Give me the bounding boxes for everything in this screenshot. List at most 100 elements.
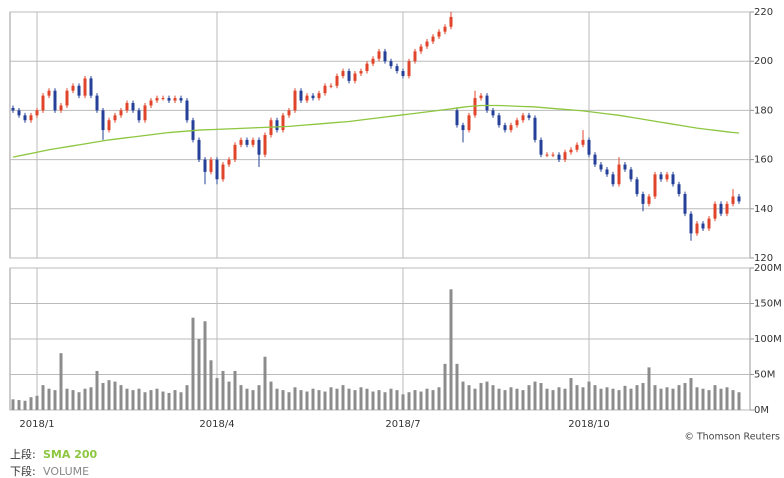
candle-body — [155, 98, 159, 101]
volume-bar — [635, 385, 639, 410]
y-tick-label: 120 — [754, 253, 773, 264]
candle-body — [527, 115, 531, 118]
volume-bar — [629, 388, 633, 410]
volume-bar — [473, 388, 477, 410]
candle-body — [53, 90, 57, 111]
candle-body — [275, 120, 279, 131]
volume-bar — [161, 391, 165, 410]
candle-body — [653, 174, 657, 197]
candle-body — [731, 196, 735, 204]
volume-bar — [647, 367, 651, 410]
candle-body — [635, 179, 639, 195]
candle-body — [167, 98, 171, 101]
volume-bar — [257, 385, 261, 410]
volume-bar — [167, 392, 171, 410]
volume-bar — [245, 388, 249, 410]
candle-body — [425, 41, 429, 47]
candle-body — [317, 93, 321, 99]
upper-label: 上段: — [10, 447, 36, 461]
volume-bar — [599, 388, 603, 410]
volume-bar — [299, 390, 303, 410]
volume-bar — [443, 363, 447, 410]
candle-body — [107, 120, 111, 131]
volume-bar — [293, 387, 297, 410]
volume-bar — [77, 392, 81, 410]
candle-body — [659, 174, 663, 180]
volume-bar — [449, 289, 453, 410]
candle-body — [689, 213, 693, 234]
candle-body — [461, 125, 465, 131]
volume-bar — [587, 381, 591, 410]
candle-body — [509, 125, 513, 131]
candle-body — [131, 103, 135, 111]
y-tick-label: 200 — [754, 56, 773, 67]
volume-bar — [683, 383, 687, 410]
candle-body — [581, 139, 585, 145]
candle-body — [479, 95, 483, 99]
volume-bar — [107, 380, 111, 410]
volume-bar — [731, 390, 735, 410]
volume-bar — [527, 385, 531, 410]
candle-body — [245, 139, 249, 145]
candle-body — [47, 90, 51, 96]
candle-body — [629, 169, 633, 180]
y-tick-label: 50M — [754, 370, 775, 381]
volume-bar — [455, 363, 459, 410]
volume-bar — [401, 394, 405, 410]
candle-body — [557, 154, 561, 160]
volume-bar — [611, 388, 615, 410]
volume-bar — [701, 388, 705, 410]
volume-bar — [29, 397, 33, 410]
candle-body — [215, 159, 219, 180]
volume-bar — [101, 383, 105, 410]
candle-body — [347, 71, 351, 81]
candle-body — [197, 139, 201, 160]
candle-body — [419, 46, 423, 52]
candle-body — [563, 152, 567, 160]
candle-body — [575, 144, 579, 150]
volume-bar — [11, 399, 15, 410]
candle-body — [17, 110, 21, 116]
candle-body — [395, 66, 399, 72]
volume-bar — [665, 387, 669, 410]
volume-bar — [479, 383, 483, 410]
candle-body — [365, 63, 369, 72]
candle-body — [449, 16, 453, 27]
volume-bar — [395, 390, 399, 410]
candle-body — [77, 85, 81, 96]
candle-body — [227, 159, 231, 165]
candle-body — [497, 115, 501, 126]
volume-bar — [737, 392, 741, 410]
candle-body — [89, 78, 93, 96]
candle-body — [323, 85, 327, 94]
volume-bar — [71, 390, 75, 410]
candle-body — [29, 115, 33, 121]
candle-body — [263, 135, 267, 155]
candle-body — [137, 110, 141, 121]
volume-bar — [413, 390, 417, 410]
candle-body — [83, 78, 87, 96]
volume-bar — [695, 387, 699, 410]
volume-bar — [509, 387, 513, 410]
volume-bar — [713, 385, 717, 410]
volume-bar — [329, 387, 333, 410]
volume-bar — [623, 385, 627, 410]
candle-body — [239, 139, 243, 145]
source: © Thomson Reuters — [684, 432, 780, 443]
volume-bar — [209, 360, 213, 410]
candle-body — [737, 196, 741, 202]
volume-bar — [59, 353, 63, 410]
volume-bar — [233, 370, 237, 410]
volume-bar — [515, 388, 519, 410]
volume-bar — [89, 387, 93, 410]
candle-body — [371, 58, 375, 64]
volume-bar — [281, 390, 285, 410]
candle-body — [203, 159, 207, 172]
volume-bar — [689, 378, 693, 410]
candle-body — [641, 194, 645, 204]
volume-bar — [155, 388, 159, 410]
candle-body — [65, 90, 69, 106]
y-tick-label: 100M — [754, 334, 782, 345]
candle-body — [305, 95, 309, 101]
volume-bar — [83, 388, 87, 410]
